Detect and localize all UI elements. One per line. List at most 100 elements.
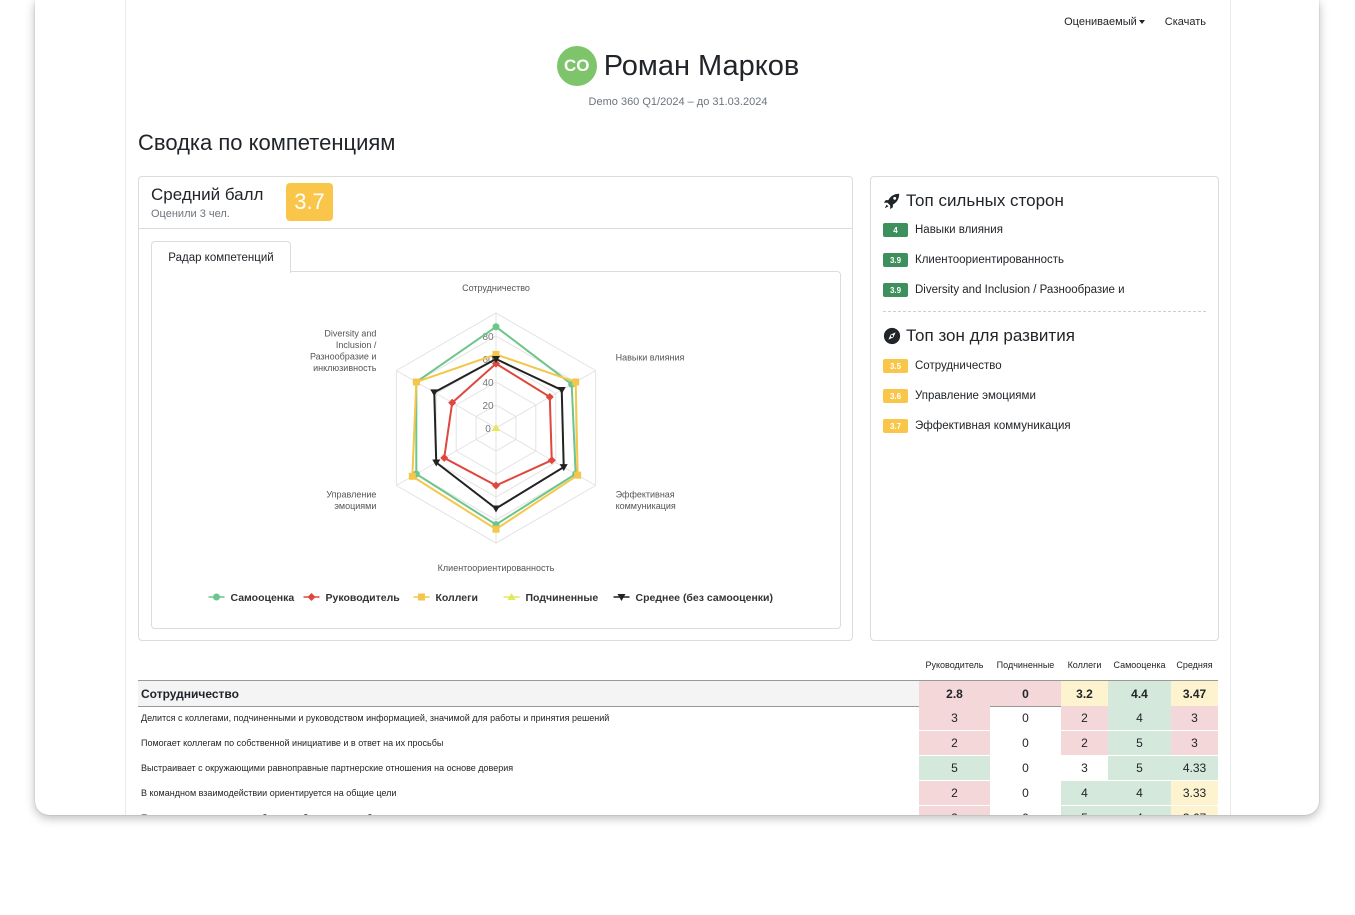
evaluated-dropdown[interactable]: Оцениваемый — [1064, 16, 1145, 28]
score-cell: 3.47 — [1171, 681, 1218, 706]
table-row: Делится с коллегами, подчиненными и руко… — [138, 706, 1218, 730]
score-cell: 3 — [1171, 706, 1218, 730]
legend-marker — [617, 594, 626, 601]
score-cell: 2 — [919, 781, 990, 805]
radar-axis-label-line: Разнообразие и — [310, 352, 376, 362]
radar-axis-label: Управление эмоциями — [326, 490, 376, 512]
score-cell: 2 — [919, 806, 990, 815]
growth-score-badge: 3.5 — [883, 359, 908, 373]
radar-point — [574, 471, 582, 479]
radar-axis-label-line: Inclusion / — [336, 340, 377, 350]
table-header: Руководитель Подчиненные Коллеги Самооценка… — [919, 660, 1218, 670]
legend-entry: Подчиненные — [526, 592, 599, 604]
strengths-heading: Топ сильных сторон — [883, 191, 1064, 211]
column-header: Подчиненные — [996, 660, 1055, 670]
radar-point — [545, 392, 554, 401]
competency-group-row: Сотрудничество 2.8 0 3.2 4.4 3.47 — [138, 680, 1218, 707]
column-header: Средняя — [1176, 660, 1213, 670]
score-cell: 2 — [919, 731, 990, 755]
average-score-header: Средний балл Оценили 3 чел. 3.7 — [139, 177, 852, 229]
score-cell: 4 — [1108, 806, 1171, 815]
score-cell: 4 — [1108, 706, 1171, 730]
score-cell: 2 — [1061, 706, 1108, 730]
score-cell: 3.67 — [1171, 806, 1218, 815]
growth-label: Эффективная коммуникация — [915, 420, 1071, 432]
growth-item: 3.6 Управление эмоциями — [883, 389, 1036, 403]
radar-axis-label-line: Клиентоориентированность — [438, 563, 555, 573]
score-cell: 0 — [1022, 786, 1029, 800]
score-cell: 0 — [1022, 761, 1029, 775]
growth-title: Топ зон для развития — [906, 326, 1075, 345]
growth-item: 3.5 Сотрудничество — [883, 359, 1002, 373]
radar-axis-label: Навыки влияния — [616, 353, 685, 363]
competency-name: Сотрудничество — [141, 686, 239, 701]
rocket-icon — [883, 193, 900, 210]
radar-tick-label: 0 — [485, 424, 491, 435]
strength-label: Навыки влияния — [915, 224, 1003, 236]
radar-axis-label-line: Сотрудничество — [462, 283, 530, 293]
score-cell: 0 — [1022, 736, 1029, 750]
radar-axis-label-line: Навыки влияния — [616, 353, 685, 363]
radar-chart: 0 20 40 60 80 Сотрудничество Навыки влияния Эфф… — [208, 283, 773, 604]
score-cell: 5 — [1061, 806, 1108, 815]
radar-axis-label: Клиентоориентированность — [438, 563, 555, 573]
score-cell: 3 — [1171, 731, 1218, 755]
legend-marker — [418, 593, 425, 601]
legend-marker — [307, 593, 316, 601]
app-window: Оцениваемый Скачать CO Роман Марков Demo… — [35, 0, 1319, 815]
table-row: Проясняет интересы и потребности собесед… — [138, 806, 1218, 815]
score-cell: 4.33 — [1171, 756, 1218, 780]
radar-point — [492, 525, 500, 533]
page-title: Сводка по компетенциям — [138, 130, 396, 155]
radar-axis-label-line: Управление — [326, 490, 376, 500]
radar-point — [492, 359, 500, 368]
radar-axis-label: Сотрудничество — [462, 283, 530, 293]
radar-tick-label: 20 — [482, 401, 494, 412]
radar-axis-label-line: эмоциями — [334, 501, 376, 511]
score-cell: 2 — [1061, 731, 1108, 755]
radar-point — [572, 378, 580, 386]
strength-item: 4 Навыки влияния — [883, 223, 1003, 237]
employee-name: Роман Марков — [603, 49, 800, 82]
legend-marker — [213, 593, 220, 601]
radar-point — [430, 389, 439, 397]
table-row: Выстраивает с окружающими равноправные п… — [138, 756, 1218, 780]
average-title: Средний балл — [151, 185, 264, 204]
radar-point — [492, 424, 500, 431]
compass-icon — [883, 327, 901, 345]
radar-point — [492, 350, 500, 358]
legend-entry: Коллеги — [436, 592, 478, 604]
score-cell: 0 — [990, 681, 1061, 706]
growth-heading: Топ зон для развития — [883, 326, 1075, 346]
radar-spoke — [495, 370, 596, 429]
download-link[interactable]: Скачать — [1164, 16, 1206, 28]
score-cell: 2.8 — [919, 681, 990, 706]
radar-point — [492, 481, 500, 490]
column-header: Коллеги — [1067, 660, 1102, 670]
radar-tick-label: 60 — [482, 355, 494, 366]
strength-score-badge: 4 — [883, 223, 908, 237]
radar-spoke — [396, 370, 497, 429]
score-cell: 4.4 — [1108, 681, 1171, 706]
radar-axis-label-line: Эффективная — [616, 490, 675, 500]
radar-axis-label-line: коммуникация — [616, 501, 676, 511]
score-cell: 0 — [990, 806, 1061, 815]
radar-point — [440, 453, 449, 462]
radar-axis-label: Diversity and Inclusion / Разнообразие и ин… — [310, 329, 377, 374]
indicator-label: Проясняет интересы и потребности собесед… — [138, 813, 919, 815]
avatar: CO — [556, 46, 597, 86]
score-cell: 3 — [919, 706, 990, 730]
score-cell: 5 — [1108, 731, 1171, 755]
radar-tick-label: 40 — [482, 378, 494, 389]
radar-point — [547, 456, 556, 465]
tab-radar[interactable]: Радар компетенций — [151, 241, 291, 273]
score-cell: 3.33 — [1171, 781, 1218, 805]
radar-point — [559, 464, 568, 472]
radar-point — [432, 459, 441, 467]
table-row: Помогает коллегам по собственной инициат… — [138, 731, 1218, 755]
radar-point — [492, 323, 500, 331]
growth-label: Сотрудничество — [915, 360, 1002, 372]
rated-count: Оценили 3 чел. — [151, 208, 230, 220]
score-cell: 5 — [919, 756, 990, 780]
caret-down-icon — [1138, 20, 1145, 25]
